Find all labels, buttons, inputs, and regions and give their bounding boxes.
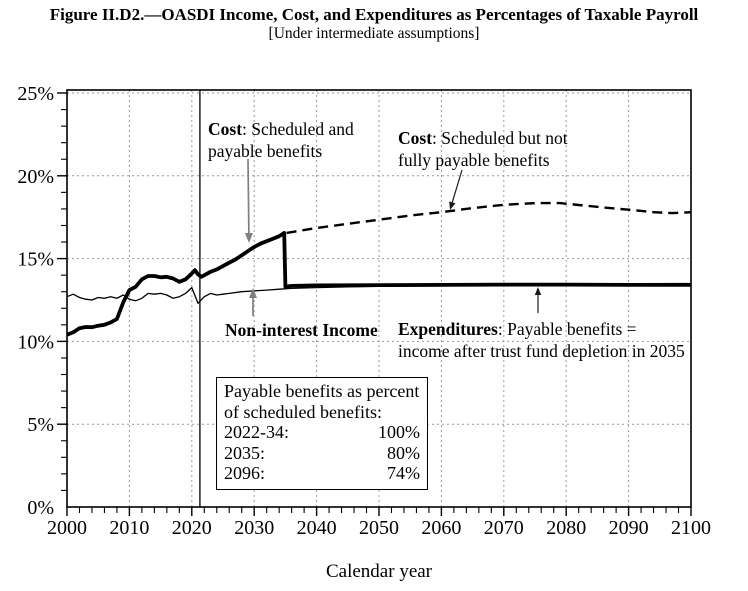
inset-row-2096: 2096: 74%: [224, 463, 420, 483]
x-tick-label: 2100: [671, 517, 711, 539]
annotation-text: : Scheduled but not fully payable benefi…: [398, 128, 568, 171]
x-tick-label: 2030: [234, 517, 274, 539]
inset-row-2035: 2035: 80%: [224, 442, 420, 463]
y-tick-label: 0%: [27, 497, 54, 519]
annotation-bold-word: Cost: [208, 119, 243, 139]
x-tick-label: 2040: [297, 517, 337, 539]
annotation-cost-not-fully-payable: Cost: Scheduled but not fully payable be…: [398, 127, 568, 171]
x-tick-label: 2050: [359, 517, 399, 539]
x-axis-title: Calendar year: [325, 561, 433, 582]
payable-benefits-box: Payable benefits as percent of scheduled…: [216, 377, 428, 490]
x-tick-label: 2020: [172, 517, 212, 539]
annotation-bold-word: Expenditures: [398, 319, 498, 339]
annotation-cost-scheduled-payable: Cost: Scheduled and payable benefits: [208, 118, 354, 162]
x-tick-label: 2080: [546, 517, 586, 539]
x-tick-label: 2060: [421, 517, 461, 539]
annotation-bold-word: Cost: [398, 128, 433, 148]
inset-heading-line1: Payable benefits as percent: [224, 381, 420, 401]
annotation-text: : Payable benefits = income after trust …: [398, 319, 685, 362]
x-tick-label: 2010: [109, 517, 149, 539]
annotation-expenditures: Expenditures: Payable benefits = income …: [398, 318, 685, 362]
y-tick-label: 25%: [17, 83, 54, 105]
y-tick-label: 5%: [27, 414, 54, 436]
series-cost-and-expenditures: [66, 230, 692, 337]
figure-subtitle: [Under intermediate assumptions]: [268, 25, 480, 42]
annotation-text: : Scheduled and payable benefits: [208, 119, 354, 162]
x-tick-label: 2000: [47, 517, 87, 539]
series-cost-scheduled-dashed: [286, 201, 692, 235]
axis-tick-labels: 0% 5% 10% 15% 20% 25% 2000 2010 2020 2030 2040 2050…: [17, 83, 711, 539]
annotation-arrows: [244, 158, 542, 316]
x-tick-label: 2090: [609, 517, 649, 539]
y-tick-label: 15%: [17, 249, 54, 271]
y-tick-label: 20%: [17, 166, 54, 188]
x-tick-label: 2070: [484, 517, 524, 539]
axis-ticks: [57, 92, 692, 516]
y-tick-label: 10%: [17, 331, 54, 353]
figure-title: Figure II.D2.—OASDI Income, Cost, and Ex…: [49, 5, 699, 24]
inset-heading-line2: of scheduled benefits:: [224, 401, 382, 422]
inset-row-2022-34: 2022-34: 100%: [224, 422, 420, 442]
annotation-non-interest-income: Non-interest Income: [225, 320, 378, 340]
